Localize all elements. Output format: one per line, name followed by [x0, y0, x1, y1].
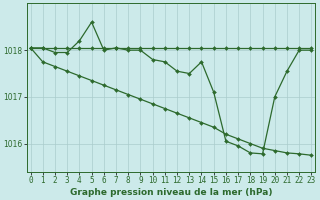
X-axis label: Graphe pression niveau de la mer (hPa): Graphe pression niveau de la mer (hPa)	[70, 188, 272, 197]
